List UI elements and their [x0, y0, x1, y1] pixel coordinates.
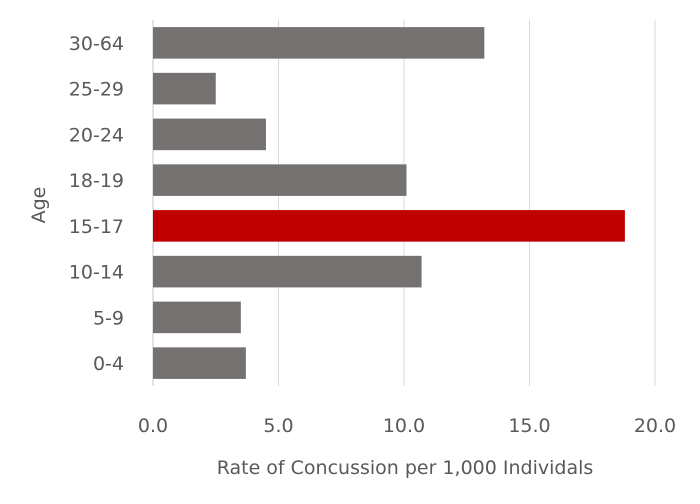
x-tick-labels: 0.0 5.0 10.0 15.0 20.0 [138, 415, 676, 437]
x-tick-label: 10.0 [383, 415, 425, 437]
y-tick-labels: 0-4 5-9 10-14 15-17 18-19 20-24 25-29 30-64 [69, 33, 124, 375]
bar-20-24 [153, 118, 266, 151]
x-tick-label: 5.0 [263, 415, 293, 437]
bar-5-9 [153, 301, 241, 334]
x-tick-label: 0.0 [138, 415, 168, 437]
y-tick-label: 5-9 [93, 307, 124, 329]
bar-18-19 [153, 164, 407, 196]
bar-0-4 [153, 347, 246, 379]
y-tick-label: 10-14 [69, 262, 124, 284]
bars [153, 27, 625, 379]
bar-10-14 [153, 255, 422, 288]
x-tick-label: 20.0 [634, 415, 676, 437]
y-tick-label: 0-4 [93, 353, 124, 375]
x-axis-title: Rate of Concussion per 1,000 Individals [217, 457, 594, 479]
y-tick-label: 20-24 [69, 124, 124, 146]
bar-25-29 [153, 72, 216, 105]
y-axis-title: Age [28, 187, 50, 224]
y-tick-label: 18-19 [69, 170, 124, 192]
y-tick-label: 15-17 [69, 216, 124, 238]
bar-15-17 [153, 210, 625, 242]
y-tick-label: 25-29 [69, 79, 124, 101]
x-tick-label: 15.0 [508, 415, 550, 437]
y-tick-label: 30-64 [69, 33, 124, 55]
bar-30-64 [153, 27, 485, 59]
